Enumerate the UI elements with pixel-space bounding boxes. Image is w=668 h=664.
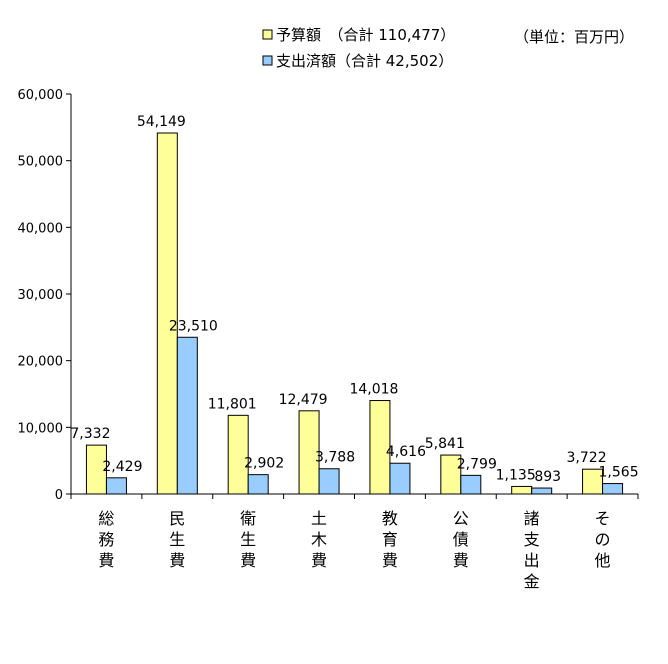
category-label-char: そ xyxy=(595,509,611,528)
category-label-char: 費 xyxy=(382,551,398,570)
category-label: 総務費 xyxy=(98,509,114,570)
category-label: 衛生費 xyxy=(240,509,256,570)
y-tick-label: 0 xyxy=(55,488,63,503)
y-tick-label: 30,000 xyxy=(18,288,64,303)
bar-budget xyxy=(298,410,320,495)
bar-spent xyxy=(247,474,269,495)
data-label-spent: 893 xyxy=(534,469,561,485)
category-label: その他 xyxy=(595,509,611,570)
bar-spent xyxy=(602,483,624,495)
legend-label-budget: 予算額 （合計 110,477） xyxy=(276,26,455,44)
category-label-char: 土 xyxy=(311,509,327,528)
category-label-char: 衛 xyxy=(240,509,256,528)
category-label: 民生費 xyxy=(169,509,185,570)
data-label-spent: 2,799 xyxy=(457,456,497,472)
category-label-char: 費 xyxy=(98,551,114,570)
data-label-budget: 14,018 xyxy=(349,382,398,398)
bar-spent xyxy=(460,474,482,495)
category-label-char: 民 xyxy=(169,509,185,528)
category-label: 教育費 xyxy=(382,509,398,570)
category-label-char: 総 xyxy=(98,509,114,528)
bar-budget xyxy=(369,400,391,495)
bar-budget xyxy=(582,468,604,495)
category-label-char: 諸 xyxy=(524,509,540,528)
bar-budget xyxy=(440,454,462,495)
category-label-char: 費 xyxy=(311,551,327,570)
data-label-budget: 11,801 xyxy=(208,396,257,412)
category-label: 公債費 xyxy=(453,509,469,570)
category-label: 諸支出金 xyxy=(524,509,540,591)
bar-spent xyxy=(176,336,198,495)
data-label-budget: 7,332 xyxy=(70,426,110,442)
category-label-char: 生 xyxy=(240,530,256,549)
data-label-spent: 3,788 xyxy=(315,450,355,466)
data-label-spent: 1,565 xyxy=(599,465,639,481)
bar-budget xyxy=(511,485,533,495)
bar-budget xyxy=(85,444,107,495)
category-label-char: 出 xyxy=(524,551,540,570)
legend-swatch-budget xyxy=(262,29,273,40)
data-label-spent: 23,510 xyxy=(169,318,218,334)
bar-budget xyxy=(227,414,249,495)
category-label-char: 支 xyxy=(524,530,540,549)
plot-area: 0 10,000 20,000 30,000 40,000 50,000 60,000 7,3… xyxy=(18,88,639,591)
data-label-budget: 3,722 xyxy=(567,450,607,466)
data-label-budget: 12,479 xyxy=(279,392,328,408)
category-label-char: 育 xyxy=(382,530,398,549)
data-label-spent: 2,429 xyxy=(102,459,142,475)
category-label-char: 費 xyxy=(169,551,185,570)
y-tick-label: 40,000 xyxy=(18,221,64,236)
y-tick-label: 50,000 xyxy=(18,155,64,170)
data-label-budget: 1,135 xyxy=(496,467,536,483)
bar-budget xyxy=(156,132,178,495)
data-label-budget: 54,149 xyxy=(137,114,186,130)
category-label-char: の xyxy=(595,530,611,549)
legend-swatch-spent xyxy=(262,55,273,66)
data-label-spent: 2,902 xyxy=(244,456,284,472)
category-label: 土木費 xyxy=(311,509,327,570)
unit-label: （単位：百万円） xyxy=(514,28,634,46)
bar-spent xyxy=(318,468,340,495)
legend: 予算額 （合計 110,477） 支出済額（合計 42,502） xyxy=(262,26,455,70)
bar-spent xyxy=(105,477,127,495)
category-label-char: 費 xyxy=(453,551,469,570)
data-label-spent: 4,616 xyxy=(386,444,426,460)
category-label-char: 務 xyxy=(98,530,114,549)
category-label-char: 他 xyxy=(595,551,611,570)
y-tick-label: 20,000 xyxy=(18,355,64,370)
y-tick-label: 10,000 xyxy=(18,421,64,436)
data-label-budget: 5,841 xyxy=(425,436,465,452)
category-label-char: 費 xyxy=(240,551,256,570)
bar-spent xyxy=(389,462,411,495)
y-tick-label: 60,000 xyxy=(18,88,64,103)
category-label-char: 公 xyxy=(453,509,469,528)
category-label-char: 金 xyxy=(524,572,540,591)
category-label-char: 債 xyxy=(453,530,469,549)
legend-label-spent: 支出済額（合計 42,502） xyxy=(276,52,453,70)
bar-spent xyxy=(531,487,553,495)
category-label-char: 生 xyxy=(169,530,185,549)
category-label-char: 教 xyxy=(382,509,398,528)
category-label-char: 木 xyxy=(311,530,327,549)
